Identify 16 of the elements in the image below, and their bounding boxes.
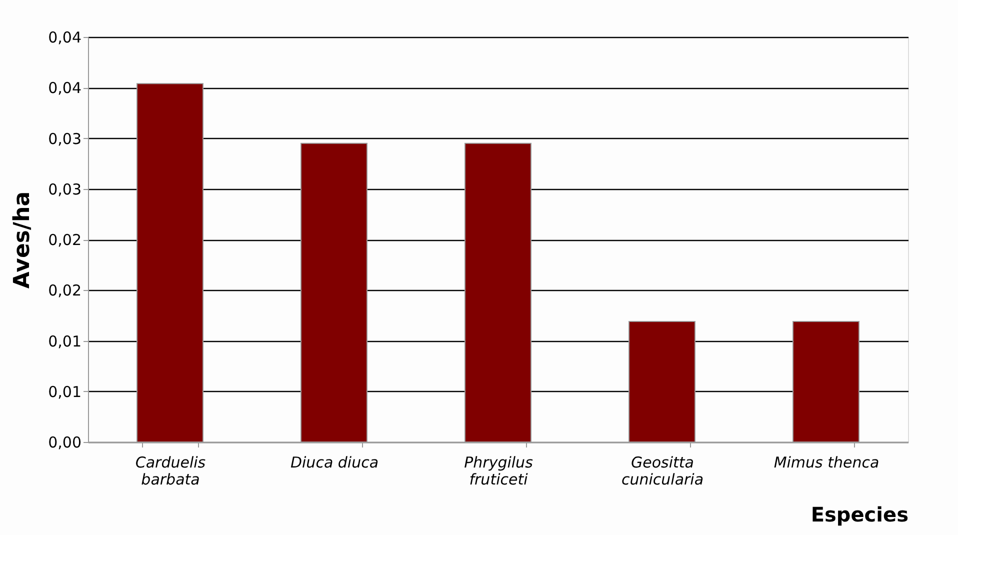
x-tick-label: Phrygilus fruticeti — [464, 454, 534, 488]
y-tick-label: 0,03 — [48, 180, 82, 198]
y-tick-label: 0,02 — [48, 231, 82, 249]
y-tick-label: 0,02 — [48, 282, 82, 300]
y-tick-label: 0,01 — [48, 332, 82, 350]
x-axis-title: Especies — [810, 502, 908, 526]
x-tick-label: Carduelis barbata — [135, 454, 206, 488]
x-tick-label: Geositta cunicularia — [621, 454, 704, 488]
y-tick-label: 0,03 — [48, 130, 82, 148]
x-tick-label: Mimus thenca — [774, 454, 880, 472]
y-axis-title: Aves/ha — [10, 191, 36, 289]
x-tick-label: Diuca diuca — [290, 454, 379, 472]
y-tick-label: 0,04 — [48, 79, 82, 98]
y-tick-label: 0,01 — [48, 382, 82, 401]
y-tick-label: 0,04 — [48, 28, 82, 46]
y-tick-label: 0,00 — [48, 434, 82, 452]
